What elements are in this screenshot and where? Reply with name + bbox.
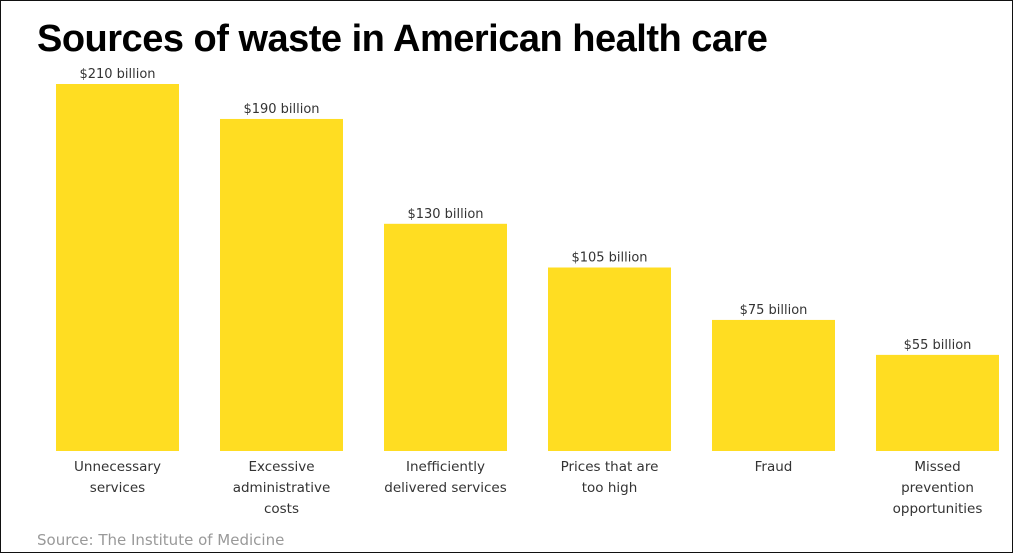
- category-label: delivered services: [384, 480, 506, 496]
- value-label: $190 billion: [243, 102, 319, 117]
- category-label: opportunities: [893, 501, 983, 517]
- category-label: Inefficiently: [406, 459, 485, 475]
- category-label: costs: [264, 501, 299, 517]
- value-label: $75 billion: [740, 303, 808, 318]
- category-label: Missed: [914, 459, 960, 475]
- bar: [712, 319, 835, 451]
- category-label: administrative: [233, 480, 331, 496]
- value-label: $105 billion: [571, 251, 647, 266]
- category-label: too high: [582, 480, 638, 496]
- bar: [56, 84, 179, 451]
- category-label: Unnecessary: [74, 459, 161, 475]
- chart-title: Sources of waste in American health care: [37, 18, 767, 60]
- bar: [220, 118, 343, 451]
- value-label: $130 billion: [407, 207, 483, 222]
- bar: [876, 354, 999, 451]
- category-label: Excessive: [248, 459, 314, 475]
- bar: [548, 267, 671, 451]
- value-label: $210 billion: [79, 67, 155, 82]
- source-note: Source: The Institute of Medicine: [37, 531, 284, 549]
- bar: [384, 223, 507, 451]
- category-label: prevention: [901, 480, 974, 496]
- category-label: Prices that are: [561, 459, 659, 475]
- category-label: services: [90, 480, 145, 496]
- category-label: Fraud: [755, 459, 793, 475]
- value-label: $55 billion: [904, 338, 972, 353]
